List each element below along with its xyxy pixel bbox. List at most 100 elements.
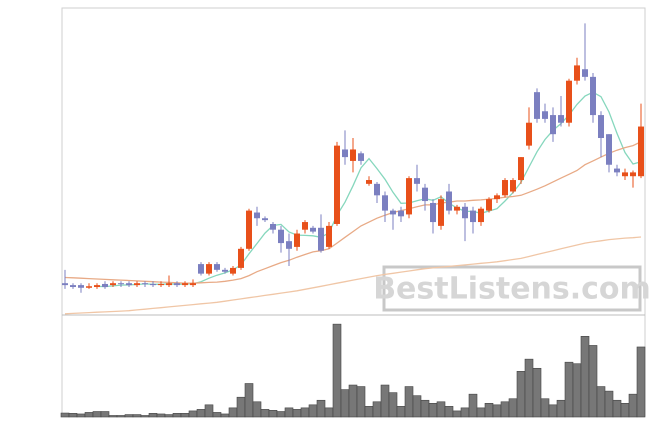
candle-body [350,149,356,161]
volume-bar [148,413,158,418]
volume-bar [156,413,166,418]
candle-body [526,122,532,146]
volume-bar [92,411,102,418]
volume-bar [380,384,390,418]
candle-body [486,199,492,211]
marks [60,23,646,418]
candle-body [446,191,452,211]
volume-bar [164,414,174,418]
candle-body [150,283,156,286]
volume-bar [188,410,198,418]
candle-body [166,283,172,286]
candle-body [118,283,124,285]
candle-body [494,195,500,200]
volume-bar [436,401,446,418]
candle-body [158,283,164,286]
candle-body [430,202,436,223]
volume-bar [276,411,286,418]
volume-bar [492,404,502,418]
volume-bar [564,361,574,418]
candle-body [206,264,212,274]
candle-body [142,283,148,285]
volume-bar [348,384,358,418]
candle-body [622,172,628,177]
volume-bar [84,412,94,418]
candle-body [542,111,548,119]
candle-body [278,229,284,244]
candle-body [590,76,596,116]
candle-body [518,157,524,181]
volume-bar [460,407,470,418]
volume-bar [340,389,350,418]
volume-bar [508,398,518,418]
candle-body [606,134,612,165]
volume-bar [388,392,398,418]
volume-bar [364,406,374,418]
candle-body [342,149,348,158]
volume-bar [476,407,486,418]
volume-bar [76,413,86,418]
volume-bar [420,399,430,418]
candle-body [110,283,116,286]
volume-bar [284,407,294,418]
candle-body [502,180,508,196]
candle-body [246,210,252,249]
volume-bar [60,412,70,418]
volume-bar [172,413,182,418]
candle-body [598,115,604,139]
candle-body [422,187,428,202]
volume-bar [244,383,254,418]
candle-body [374,183,380,196]
volume-bar [132,414,142,418]
volume-bar [604,390,614,418]
volume-bar [124,414,134,418]
volume-bar [556,399,566,418]
volume-bar [588,345,598,418]
candle-body [614,168,620,173]
candle-body [438,199,444,226]
volume-bar [404,386,414,418]
volume-bar [196,409,206,418]
candle-body [318,227,324,251]
candle-body [630,172,636,177]
volume-bar [268,410,278,418]
candle-body [638,126,644,177]
candle-body [70,285,76,288]
candle-body [254,212,260,219]
volume-bar [212,412,222,418]
volume-bar [540,398,550,418]
volume-bar [260,409,270,418]
candle-body [222,269,228,272]
candle-body [566,80,572,123]
candle-body [270,223,276,230]
volume-bar [444,406,454,418]
volume-bar [516,371,526,418]
volume-bar [580,336,590,418]
candle-body [214,264,220,270]
volume-bar [308,404,318,418]
volume-bar [316,399,326,418]
candle-body [398,210,404,217]
volume-bar [324,407,334,418]
candle-body [326,225,332,247]
volume-bar [452,410,462,418]
candle-body [78,285,84,288]
candle-body [550,115,556,135]
volume-bar [620,402,630,418]
volume-bar [108,415,118,418]
candle-body [558,115,564,123]
candle-body [302,222,308,230]
candle-body [454,206,460,211]
candle-body [294,233,300,247]
volume-bar [532,367,542,418]
volume-bar [68,413,78,418]
volume-bar [356,386,366,418]
volume-bar [116,415,126,418]
candle-body [310,227,316,232]
watermark-box [382,265,642,312]
candle-body [198,264,204,274]
candle-body [574,65,580,81]
candle-body [190,283,196,286]
candle-body [358,153,364,161]
volume-bar [300,407,310,418]
